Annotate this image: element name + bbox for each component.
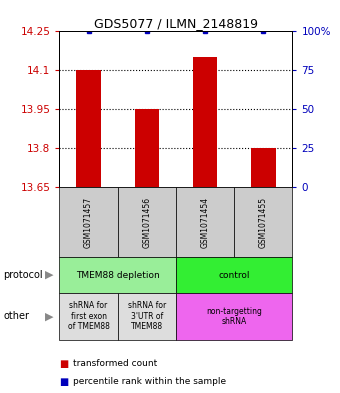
Text: GSM1071454: GSM1071454 [201, 196, 209, 248]
Text: ■: ■ [59, 358, 69, 369]
Text: GSM1071456: GSM1071456 [142, 196, 151, 248]
Text: GSM1071455: GSM1071455 [259, 196, 268, 248]
Text: protocol: protocol [3, 270, 43, 280]
Text: other: other [3, 311, 29, 321]
Text: GSM1071457: GSM1071457 [84, 196, 93, 248]
Title: GDS5077 / ILMN_2148819: GDS5077 / ILMN_2148819 [94, 17, 258, 30]
Text: shRNA for
3'UTR of
TMEM88: shRNA for 3'UTR of TMEM88 [128, 301, 166, 331]
Text: non-targetting
shRNA: non-targetting shRNA [206, 307, 262, 326]
Bar [135, 109, 159, 187]
Bar [193, 57, 217, 187]
Text: control: control [218, 271, 250, 279]
Text: ▶: ▶ [45, 311, 54, 321]
Text: ▶: ▶ [45, 270, 54, 280]
Text: shRNA for
first exon
of TMEM88: shRNA for first exon of TMEM88 [68, 301, 109, 331]
Text: TMEM88 depletion: TMEM88 depletion [76, 271, 159, 279]
Text: percentile rank within the sample: percentile rank within the sample [73, 378, 226, 386]
Bar [251, 148, 275, 187]
Bar [76, 70, 101, 187]
Text: transformed count: transformed count [73, 359, 157, 368]
Text: ■: ■ [59, 377, 69, 387]
